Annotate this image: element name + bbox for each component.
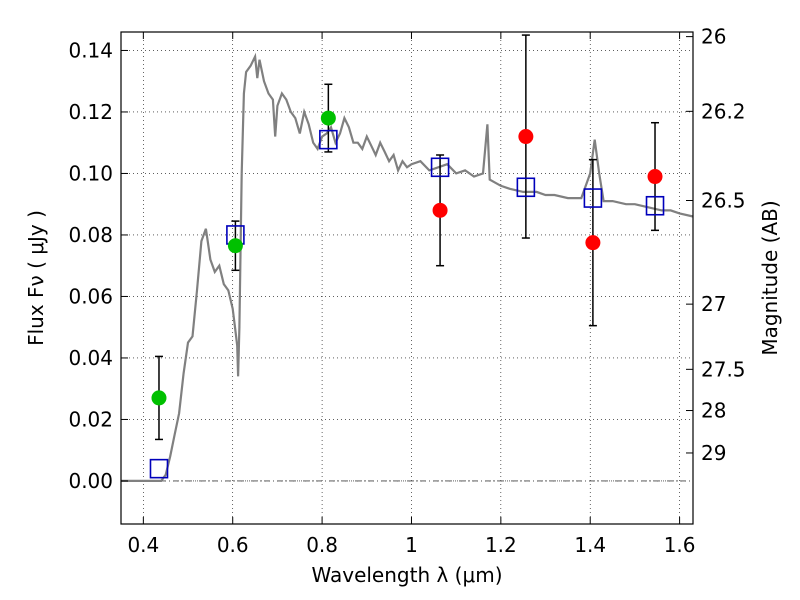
y-axis-label: Flux Fν ( μJy ) <box>24 210 48 346</box>
x-tick-label: 0.8 <box>306 533 338 557</box>
model-photometry-square <box>319 129 338 150</box>
model-spectrum-line <box>121 52 694 482</box>
x-tick-label: 0.6 <box>217 533 249 557</box>
right-tick-label: 27.5 <box>701 357 746 381</box>
model-photometry-square <box>430 157 450 178</box>
y-tick-label: 0.10 <box>68 161 113 185</box>
red-data-point <box>518 129 534 145</box>
y-tick-label: 0.08 <box>68 223 113 247</box>
x-tick-label: 1.4 <box>574 533 606 557</box>
x-tick-label: 1 <box>405 533 418 557</box>
y-tick-label: 0.12 <box>68 100 113 124</box>
model-photometry-square <box>645 195 665 216</box>
y-tick-label: 0.02 <box>68 407 113 431</box>
x-axis-label: Wavelength λ (μm) <box>311 563 502 587</box>
green-data-point <box>227 238 243 254</box>
model-photometry-square <box>149 458 169 479</box>
y-tick-label: 0.14 <box>68 38 113 62</box>
right-tick-label: 29 <box>701 441 726 465</box>
red-data-point <box>647 169 663 185</box>
red-data-point <box>432 202 448 218</box>
right-tick-label: 27 <box>701 292 726 316</box>
plot-area <box>121 34 694 482</box>
x-tick-label: 1.6 <box>664 533 696 557</box>
plot-frame <box>120 31 694 525</box>
model-photometry-square <box>583 188 603 208</box>
y-tick-label: 0.06 <box>68 284 113 308</box>
y-tick-label: 0.00 <box>68 469 113 493</box>
axis-ticks: 0.4 0.6 0.8 1 1.2 1.4 1.6 0.00 0.02 0.04 0.06 0.08 0… <box>68 25 745 557</box>
x-tick-label: 0.4 <box>127 533 159 557</box>
x-tick-label: 1.2 <box>485 533 517 557</box>
model-photometry-square <box>516 177 536 198</box>
right-tick-label: 26.5 <box>701 189 746 213</box>
green-data-point <box>320 110 336 126</box>
red-data-point <box>585 235 601 251</box>
right-axis-label: Magnitude (AB) <box>758 200 782 355</box>
right-tick-label: 26 <box>701 25 726 49</box>
green-data-point <box>151 390 167 406</box>
right-tick-label: 26.2 <box>701 99 746 123</box>
grid-lines <box>121 32 693 524</box>
y-tick-label: 0.04 <box>68 346 113 370</box>
right-tick-label: 28 <box>701 399 726 423</box>
